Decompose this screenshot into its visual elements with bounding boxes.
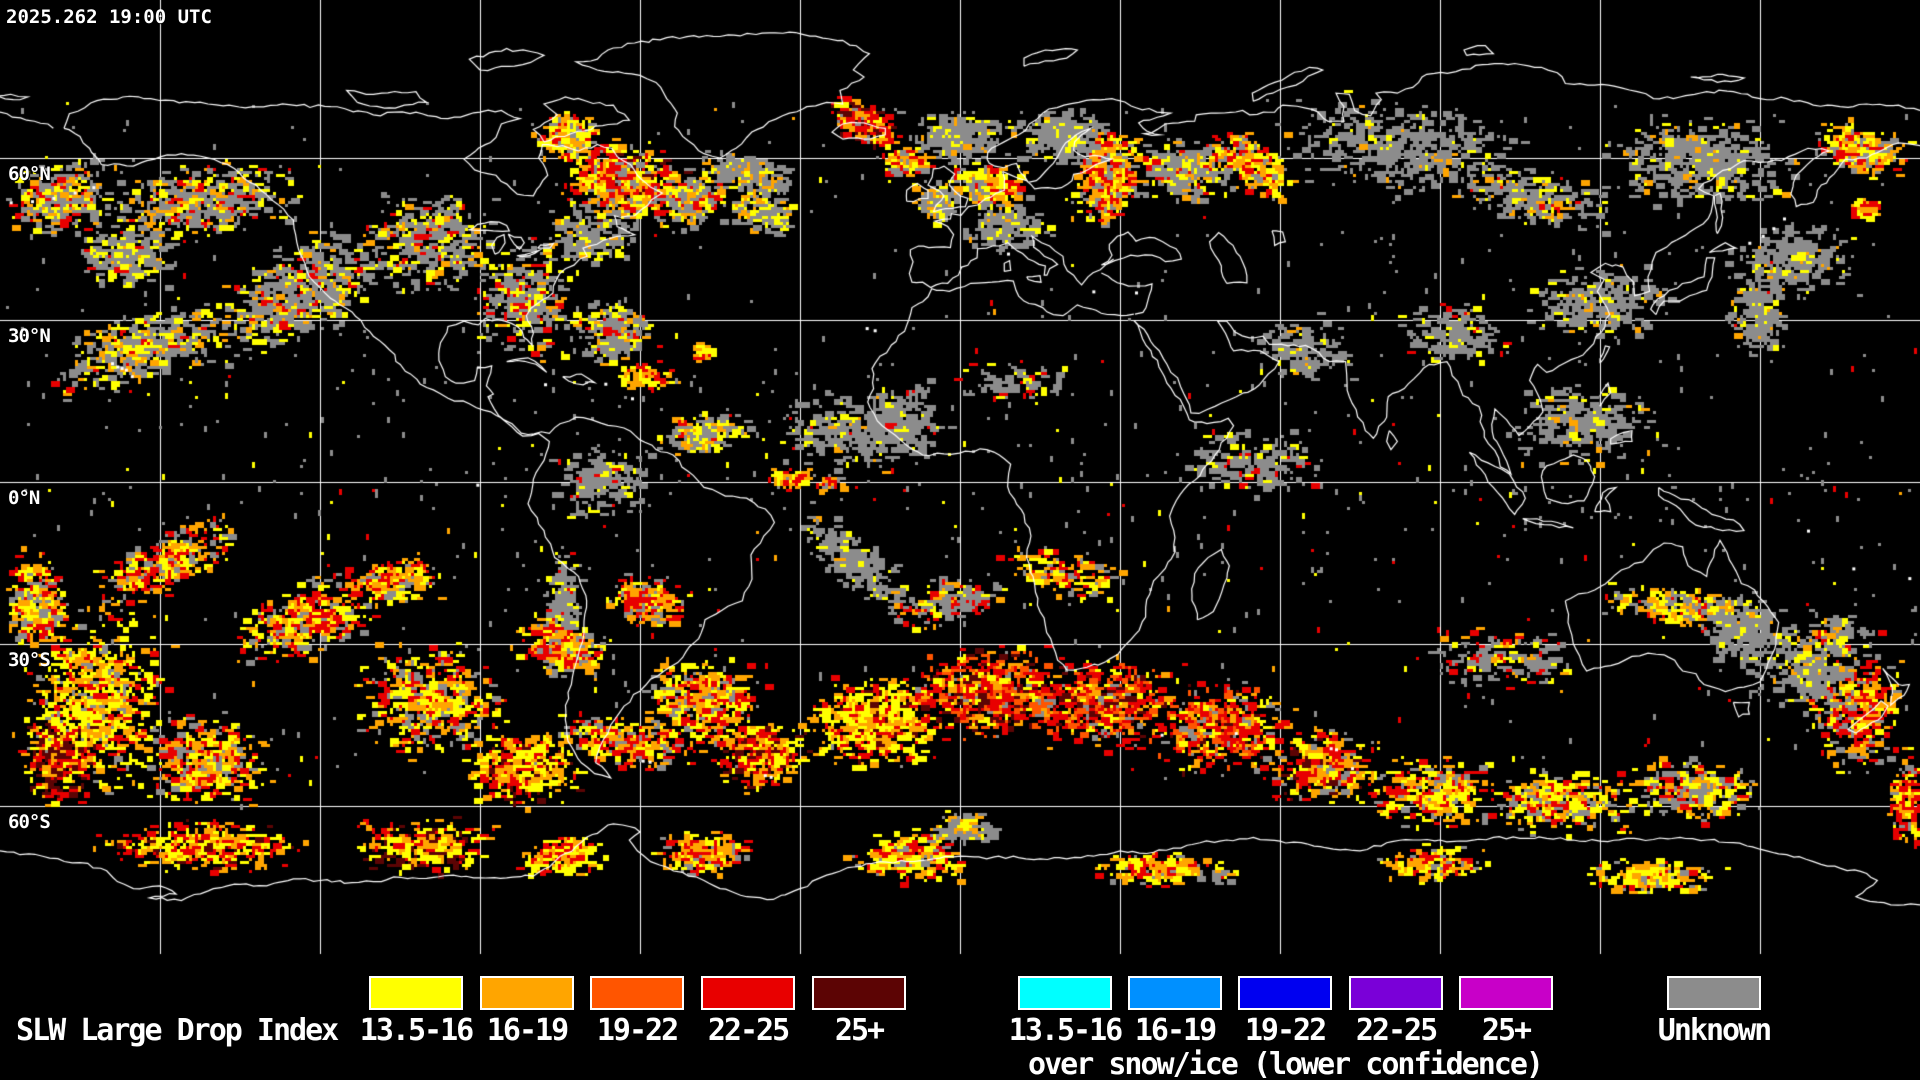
- legend-swatch-snowice: [1238, 976, 1332, 1010]
- legend-range-label: 16-19: [1134, 1013, 1217, 1048]
- latitude-label: 0°N: [8, 487, 40, 509]
- legend-swatch-liquid: [590, 976, 684, 1010]
- legend-range-label: 25+: [1481, 1013, 1532, 1048]
- legend-swatch-snowice: [1018, 976, 1112, 1010]
- legend-range-label: 22-25: [1355, 1013, 1438, 1048]
- legend-range-label: 25+: [834, 1013, 885, 1048]
- timestamp-label: 2025.262 19:00 UTC: [6, 6, 212, 28]
- legend-swatch-snowice: [1459, 976, 1553, 1010]
- legend-swatch-liquid: [369, 976, 463, 1010]
- legend-range-label: 16-19: [486, 1013, 569, 1048]
- legend-swatch-liquid: [701, 976, 795, 1010]
- legend-swatch-snowice: [1128, 976, 1222, 1010]
- legend-range-label: 13.5-16: [1008, 1013, 1123, 1048]
- legend-swatch-liquid: [812, 976, 906, 1010]
- legend-swatch-unknown: [1667, 976, 1761, 1010]
- legend-range-label: 19-22: [596, 1013, 679, 1048]
- legend-range-label: 19-22: [1244, 1013, 1327, 1048]
- legend-title: SLW Large Drop Index: [16, 1013, 339, 1048]
- legend-range-label: 13.5-16: [359, 1013, 474, 1048]
- legend-unknown-label: Unknown: [1657, 1013, 1772, 1048]
- legend-swatch-snowice: [1349, 976, 1443, 1010]
- latitude-label: 60°S: [8, 811, 51, 833]
- legend-swatch-liquid: [480, 976, 574, 1010]
- legend-range-label: 22-25: [707, 1013, 790, 1048]
- latitude-label: 30°S: [8, 649, 51, 671]
- latitude-label: 60°N: [8, 163, 51, 185]
- latitude-label: 30°N: [8, 325, 51, 347]
- legend-snowice-caption: over snow/ice (lower confidence): [1028, 1047, 1544, 1080]
- world-map-canvas: [0, 0, 1920, 972]
